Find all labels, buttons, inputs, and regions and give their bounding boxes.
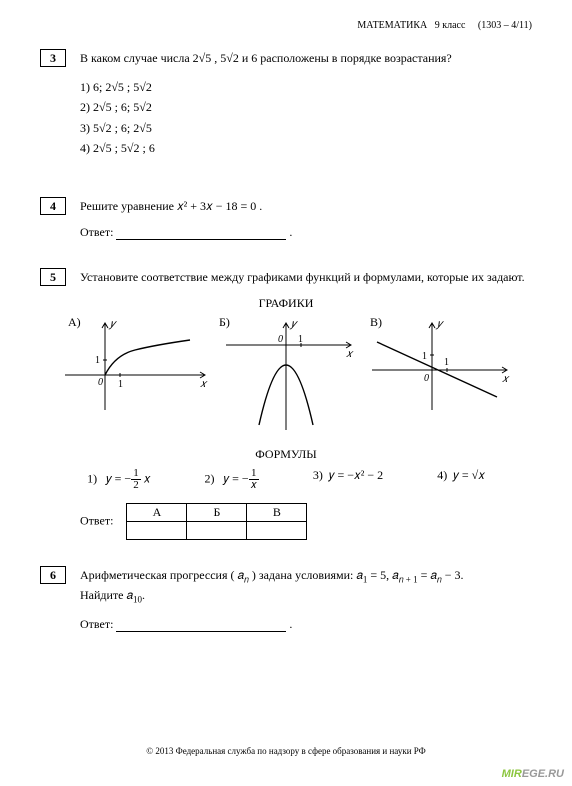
graph-label-c: В) — [370, 315, 382, 330]
formula-2: 2) 𝑦 = −1𝑥 — [205, 468, 259, 491]
svg-text:𝑥: 𝑥 — [346, 348, 354, 360]
problem-text: В каком случае числа 2√5 , 5√2 и 6 распо… — [80, 49, 532, 67]
problem-5: 5 Установите соответствие между графикам… — [40, 268, 532, 286]
answer-label: Ответ: — [80, 225, 113, 239]
problem-text: Арифметическая прогрессия ( 𝑎𝑛 ) задана … — [80, 566, 532, 608]
option-1: 1) 6; 2√5 ; 5√2 — [80, 77, 532, 97]
option-2: 2) 2√5 ; 6; 5√2 — [80, 97, 532, 117]
answer-line: Ответ: . — [80, 617, 532, 632]
svg-text:1: 1 — [444, 357, 449, 368]
graph-a-svg: 0 1 1 𝑥 𝑦 — [60, 315, 210, 415]
problem-6: 6 Арифметическая прогрессия ( 𝑎𝑛 ) задан… — [40, 566, 532, 608]
answer-line: Ответ: . — [80, 225, 532, 240]
col-a: А — [127, 503, 187, 521]
cell-c[interactable] — [247, 521, 307, 539]
graph-b-svg: 0 1 𝑥 𝑦 — [211, 315, 361, 435]
formula-4: 4) 𝑦 = √𝑥 — [437, 468, 485, 491]
problem-number: 5 — [40, 268, 66, 286]
cell-a[interactable] — [127, 521, 187, 539]
answer-blank[interactable] — [116, 228, 286, 240]
problem-text: Установите соответствие между графиками … — [80, 268, 532, 286]
answer-label: Ответ: — [80, 617, 113, 631]
graphs-title: ГРАФИКИ — [40, 296, 532, 311]
formulas-title: ФОРМУЛЫ — [40, 447, 532, 462]
answer-label: Ответ: — [80, 513, 113, 527]
watermark: MIREGE.RU — [502, 768, 564, 780]
svg-text:1: 1 — [298, 334, 303, 345]
svg-text:𝑥: 𝑥 — [502, 373, 510, 385]
svg-text:0: 0 — [278, 334, 283, 345]
svg-text:0: 0 — [424, 373, 429, 384]
graph-label-b: Б) — [219, 315, 230, 330]
svg-text:0: 0 — [98, 377, 103, 388]
formula-3: 3) 𝑦 = −𝑥² − 2 — [313, 468, 383, 491]
problem-3-options: 1) 6; 2√5 ; 5√2 2) 2√5 ; 6; 5√2 3) 5√2 ;… — [80, 77, 532, 159]
svg-text:1: 1 — [422, 351, 427, 362]
subject: МАТЕМАТИКА — [357, 20, 427, 31]
svg-text:𝑦: 𝑦 — [108, 318, 117, 330]
graph-label-a: А) — [68, 315, 81, 330]
graph-c: В) 0 1 1 𝑥 𝑦 — [362, 315, 512, 439]
answer-table: А Б В — [126, 503, 307, 540]
problem-4: 4 Решите уравнение 𝑥² + 3𝑥 − 18 = 0 . — [40, 197, 532, 215]
problem-number: 6 — [40, 566, 66, 584]
col-b: Б — [187, 503, 247, 521]
problem-3: 3 В каком случае числа 2√5 , 5√2 и 6 рас… — [40, 49, 532, 67]
problem-number: 4 — [40, 197, 66, 215]
col-c: В — [247, 503, 307, 521]
svg-text:1: 1 — [118, 379, 123, 390]
graph-c-svg: 0 1 1 𝑥 𝑦 — [362, 315, 512, 415]
grade: 9 класс — [435, 20, 466, 31]
answer-blank[interactable] — [116, 620, 286, 632]
graph-a: А) 0 1 1 𝑥 𝑦 — [60, 315, 210, 439]
svg-text:𝑦: 𝑦 — [289, 318, 298, 330]
graph-b: Б) 0 1 𝑥 𝑦 — [211, 315, 361, 439]
formula-1: 1) 𝑦 = −12 𝑥 — [87, 468, 150, 491]
code: (1303 – 4/11) — [478, 20, 532, 31]
svg-text:𝑦: 𝑦 — [435, 318, 444, 330]
problem-number: 3 — [40, 49, 66, 67]
answer-table-block: Ответ: А Б В — [80, 503, 532, 540]
page-header: МАТЕМАТИКА 9 класс (1303 – 4/11) — [40, 20, 532, 31]
cell-b[interactable] — [187, 521, 247, 539]
footer: © 2013 Федеральная служба по надзору в с… — [0, 746, 572, 756]
svg-text:𝑥: 𝑥 — [200, 378, 208, 390]
option-3: 3) 5√2 ; 6; 2√5 — [80, 118, 532, 138]
option-4: 4) 2√5 ; 5√2 ; 6 — [80, 138, 532, 158]
problem-text: Решите уравнение 𝑥² + 3𝑥 − 18 = 0 . — [80, 197, 532, 215]
formulas-row: 1) 𝑦 = −12 𝑥 2) 𝑦 = −1𝑥 3) 𝑦 = −𝑥² − 2 4… — [60, 468, 512, 491]
graphs-row: А) 0 1 1 𝑥 𝑦 Б) 0 1 𝑥 𝑦 В) — [60, 315, 512, 439]
svg-text:1: 1 — [95, 355, 100, 366]
